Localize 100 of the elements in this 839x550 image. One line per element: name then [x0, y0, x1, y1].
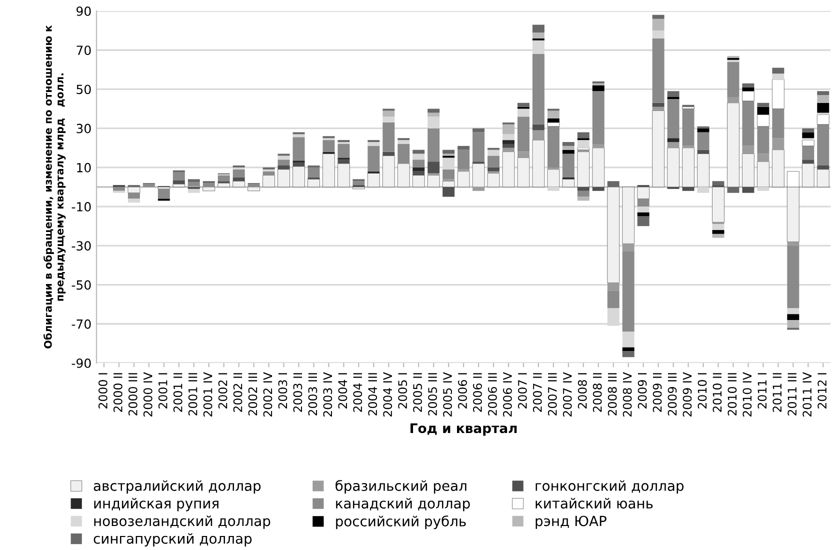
bar: [172, 180, 185, 184]
x-tick-label: 2009 I: [638, 373, 647, 408]
bar: [592, 85, 604, 92]
bar: [382, 110, 395, 117]
bar: [817, 165, 830, 170]
bar: [367, 173, 380, 188]
x-tick-label: 2009 IV: [682, 372, 692, 417]
bar: [607, 186, 620, 283]
bar: [652, 14, 664, 19]
bar: [757, 126, 770, 154]
bar: [652, 38, 664, 103]
bar: [248, 184, 260, 187]
bar: [757, 161, 770, 188]
bar: [142, 184, 155, 187]
bar: [727, 187, 740, 193]
x-tick-label: 2011 III: [788, 373, 797, 416]
x-tick-label: 2006 IV: [502, 372, 512, 417]
bar: [667, 148, 680, 188]
bar: [787, 308, 800, 314]
bar: [278, 169, 290, 188]
legend-label: сингапурский доллар: [94, 533, 252, 547]
bar: [772, 68, 784, 74]
x-tick-label: 2009 III: [668, 373, 677, 416]
bar: [547, 122, 560, 127]
x-tick-label: 2011 II: [772, 373, 782, 412]
x-tick-label: 2010 III: [728, 373, 737, 416]
bar: [772, 79, 784, 109]
bar: [442, 150, 455, 154]
bar: [502, 152, 515, 188]
bar: [592, 91, 604, 144]
x-tick-label: 2007 II: [532, 373, 542, 412]
bar: [412, 160, 425, 168]
bar: [712, 230, 724, 234]
x-tick-label: 2004 I: [338, 373, 348, 408]
x-tick-label: 2004 II: [353, 373, 362, 412]
bar: [532, 140, 545, 188]
bar: [232, 177, 245, 182]
bar: [562, 146, 574, 150]
bar: [547, 169, 560, 188]
bar: [742, 91, 754, 102]
x-tick-label: 2011 I: [758, 373, 767, 408]
bar: [412, 171, 425, 176]
bar: [128, 186, 140, 194]
bar: [577, 152, 590, 188]
bar: [278, 160, 290, 166]
bar: [232, 169, 245, 178]
legend-label: новозеландский доллар: [94, 516, 270, 529]
bar: [742, 187, 754, 193]
bar: [532, 54, 544, 124]
bar: [292, 134, 305, 138]
y-tick-label: -10: [72, 202, 91, 212]
bar: [712, 181, 724, 186]
bar: [712, 224, 724, 230]
x-tick-label: 2006 III: [488, 373, 497, 416]
y-axis-title: Облигации в обращении, изменение по отношению к предыдущему кварталу млрд долл.: [43, 25, 66, 348]
x-tick-label: 2008 I: [578, 373, 587, 408]
bar: [577, 190, 590, 197]
bar: [292, 137, 305, 161]
bar: [727, 62, 740, 98]
bar: [158, 188, 170, 199]
bar: [667, 138, 680, 142]
bar: [697, 187, 710, 193]
bar: [202, 183, 215, 187]
bar: [772, 138, 784, 150]
bar: [382, 116, 395, 122]
bar: [816, 114, 830, 125]
bar: [652, 18, 664, 31]
bar: [757, 154, 770, 162]
bar: [502, 134, 514, 140]
bar: [562, 179, 575, 188]
bar: [772, 108, 784, 138]
legend-label: индийская рупия: [94, 498, 218, 512]
bar: [592, 148, 605, 188]
bar: [517, 157, 530, 188]
x-tick-label: 2001 I: [158, 373, 168, 408]
bar: [188, 182, 200, 186]
bar: [637, 212, 650, 216]
x-tick-label: 2010 I: [698, 373, 707, 408]
x-tick-label: 2001 III: [188, 373, 198, 416]
bar: [547, 118, 560, 122]
bar: [592, 144, 604, 148]
bar: [772, 74, 784, 80]
bar: [368, 142, 380, 146]
bar: [308, 167, 320, 178]
bar: [637, 186, 650, 199]
bar: [787, 314, 800, 320]
bar: [697, 154, 710, 188]
bar: [442, 180, 455, 188]
x-tick-label: 2011 IV: [802, 372, 812, 417]
bar: [517, 102, 530, 107]
bar: [292, 162, 305, 166]
x-tick-label: 2004 III: [368, 373, 378, 416]
bar: [802, 132, 814, 138]
bar: [802, 146, 814, 160]
bar: [682, 108, 694, 146]
bar: [278, 156, 290, 160]
bar: [128, 198, 140, 203]
y-tick-label: -70: [72, 319, 91, 329]
bar: [637, 216, 650, 226]
x-tick-label: 2001 IV: [203, 372, 212, 417]
